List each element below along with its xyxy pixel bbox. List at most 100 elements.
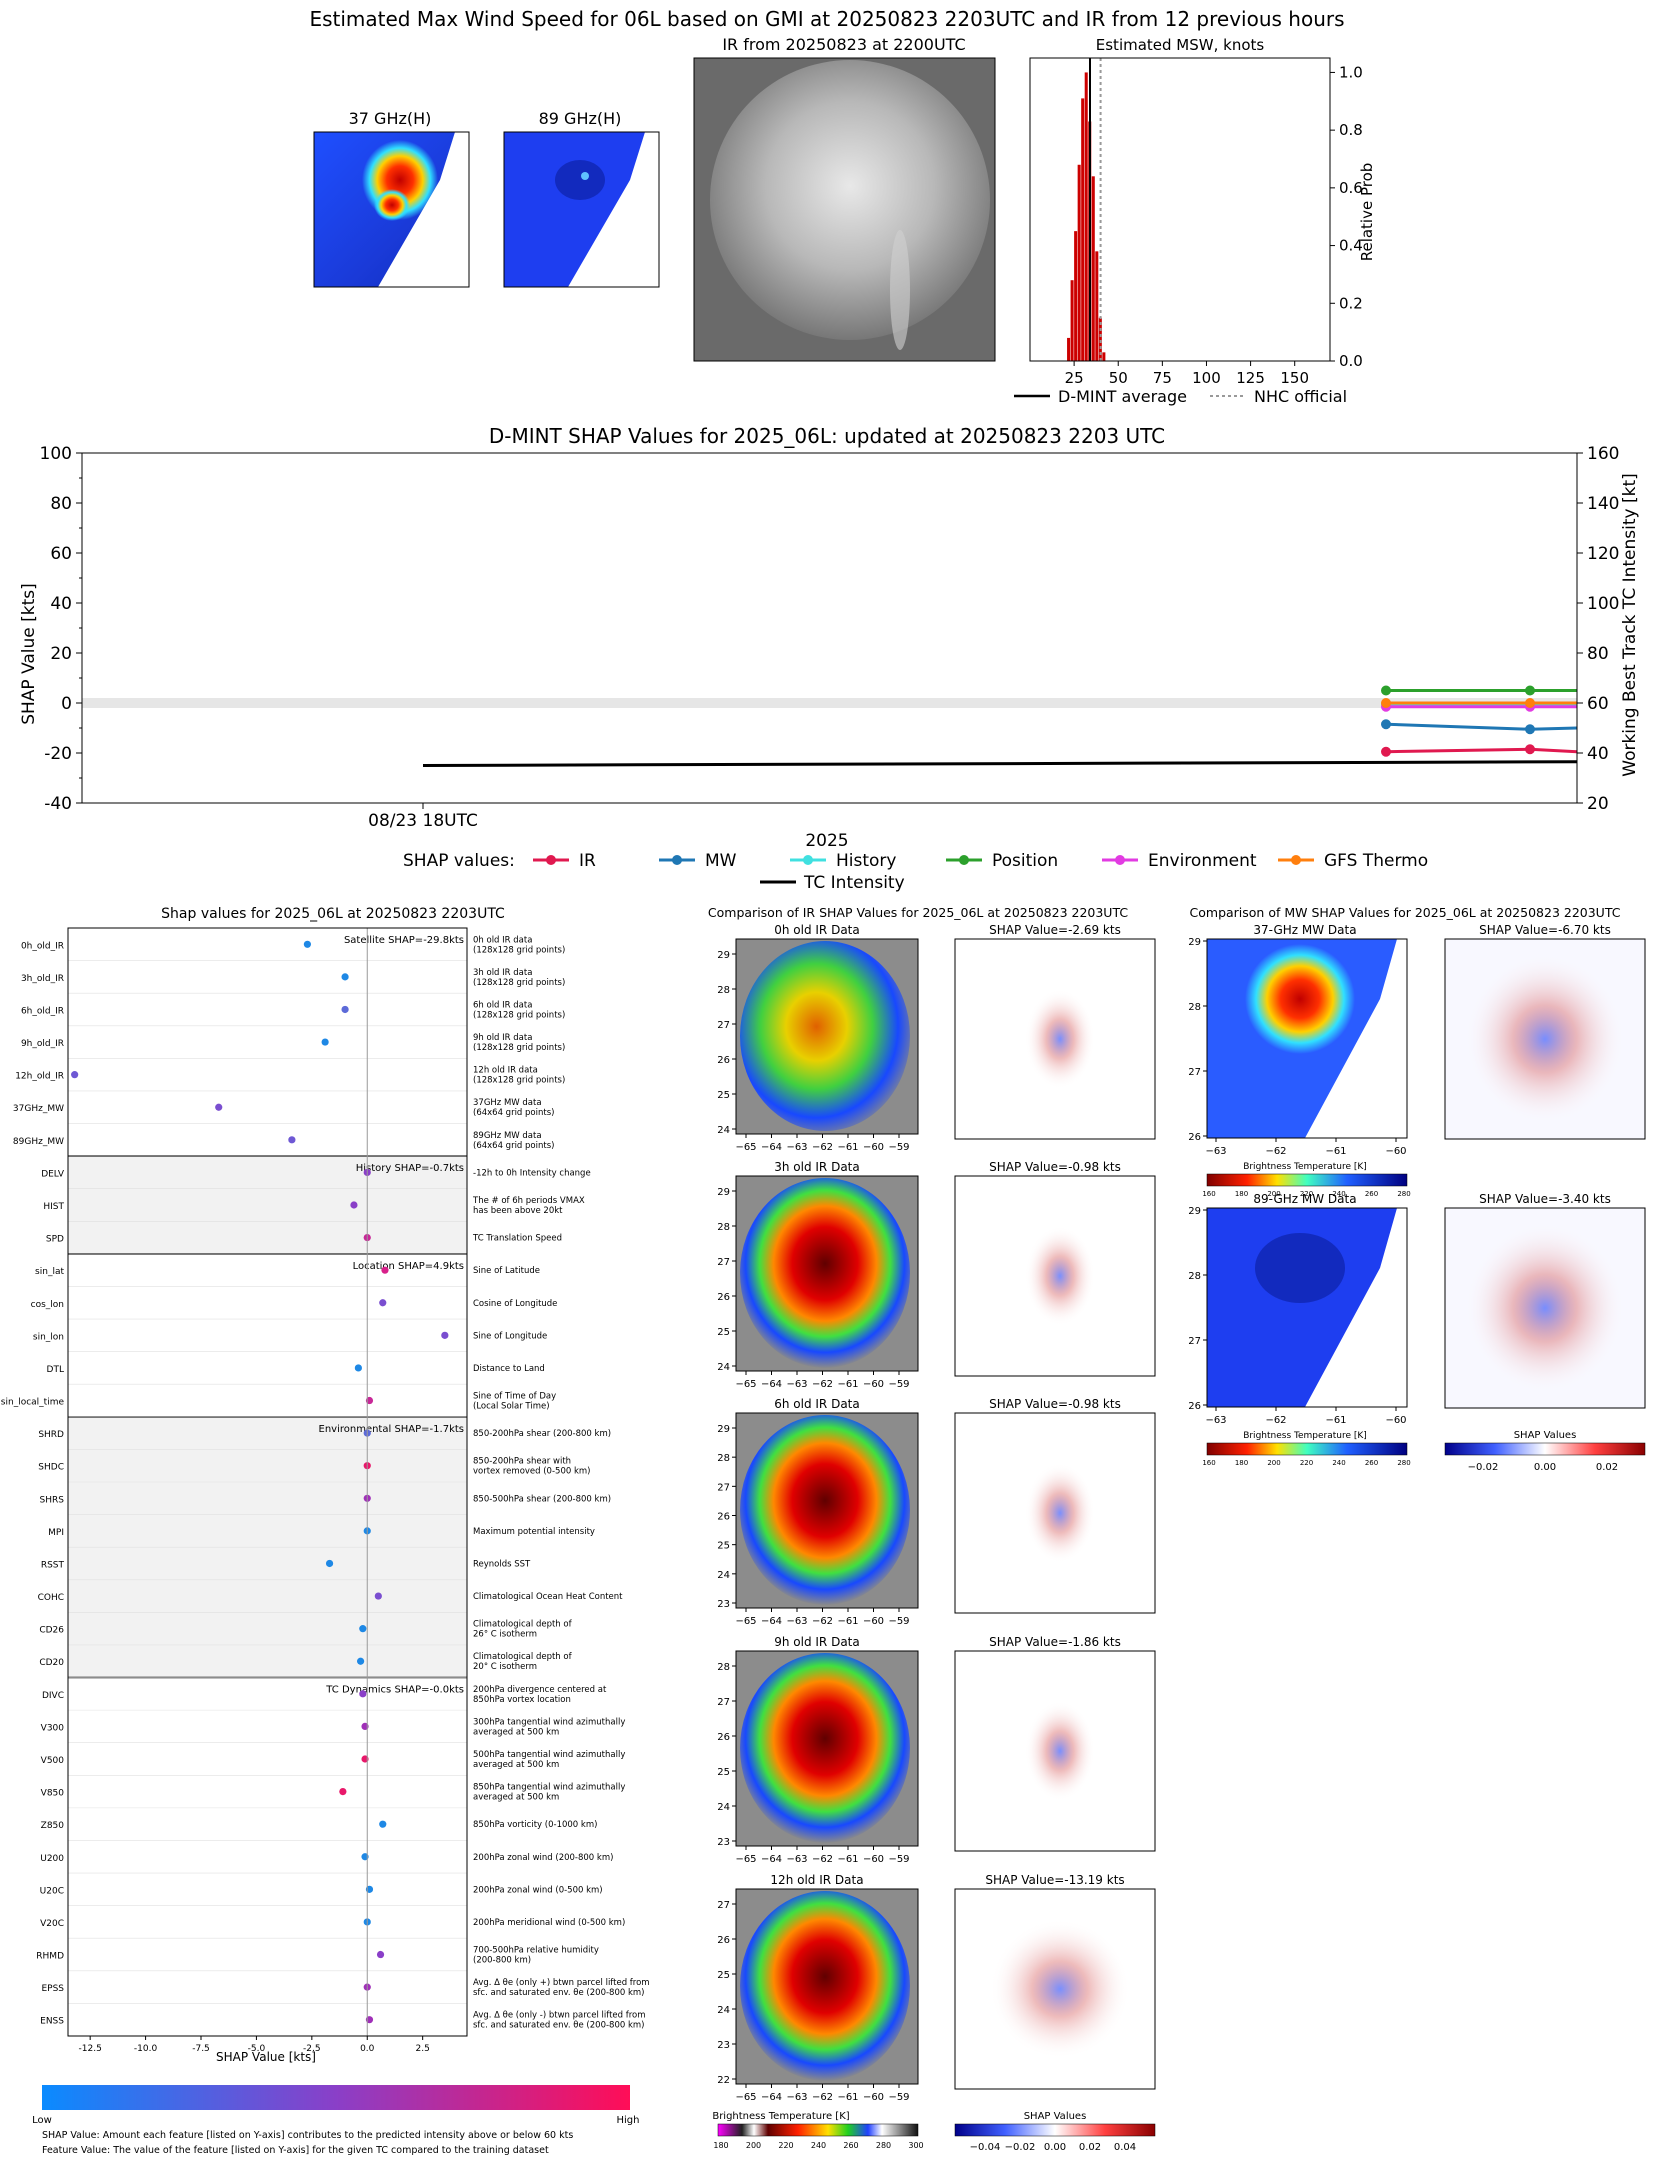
ir-shap-title: SHAP Value=-0.98 kts bbox=[989, 1160, 1121, 1174]
ir-image-title: 3h old IR Data bbox=[774, 1160, 860, 1174]
ir-ytick-label: 26 bbox=[717, 1935, 730, 1946]
ir-xtick-label: −64 bbox=[761, 2092, 782, 2103]
mw-shap-cb-tick: 0.02 bbox=[1596, 1462, 1618, 1473]
feature-desc: (128x128 grid points) bbox=[473, 945, 565, 955]
ir-shap-blob bbox=[990, 1919, 1130, 2059]
mw-cb-tick: 160 bbox=[1202, 1190, 1215, 1198]
ir-shap-frame bbox=[954, 1888, 1156, 2090]
feature-point bbox=[359, 1690, 367, 1698]
feature-shap-chart: Satellite SHAP=-29.8kts History SHAP=-0.7… bbox=[1, 927, 650, 2054]
mw-shap-frame bbox=[1444, 938, 1646, 1140]
mw-panel-title: Comparison of MW SHAP Values for 2025_06… bbox=[1190, 905, 1621, 920]
ts-ytick-label: -40 bbox=[44, 794, 72, 814]
ir-ytick-label: 23 bbox=[717, 1599, 730, 1610]
ir-colorbar: Brightness Temperature [K] 180 200 220 240 2… bbox=[712, 2111, 923, 2150]
feature-name: 9h_old_IR bbox=[21, 1039, 64, 1049]
mw-ytick-label: 28 bbox=[1188, 1002, 1201, 1013]
feature-desc: (128x128 grid points) bbox=[473, 1010, 565, 1020]
ir-rows: 0h old IR Data 29 28 27 26 25 24 −65 −64 −63 −62 −6… bbox=[717, 923, 1156, 2103]
mw-colorbar bbox=[1206, 1442, 1408, 1456]
msw-bar bbox=[1067, 337, 1071, 361]
feature-colorbar: Low High bbox=[32, 2085, 639, 2126]
ir-shap-blob bbox=[1025, 1463, 1095, 1563]
mw-xtick-label: −60 bbox=[1385, 1146, 1406, 1157]
ir-ytick-label: 23 bbox=[717, 1837, 730, 1848]
ir-xtick-label: −63 bbox=[786, 1142, 807, 1153]
ts-y2tick-label: 80 bbox=[1587, 644, 1609, 664]
msw-bar bbox=[1070, 280, 1074, 361]
ir-ytick-label: 23 bbox=[717, 2040, 730, 2051]
ir-xtick-label: −65 bbox=[735, 1379, 756, 1390]
mw-rows: 37-GHz MW Data 29 28 27 26 −63 −62 −61 −60 Bright… bbox=[1188, 923, 1646, 1473]
ir-ytick-label: 27 bbox=[717, 1697, 730, 1708]
feature-name: DELV bbox=[41, 1169, 65, 1179]
feature-desc: 37GHz MW data bbox=[473, 1098, 542, 1108]
feature-name: CD20 bbox=[39, 1658, 64, 1668]
feature-desc: 3h old IR data bbox=[473, 968, 532, 978]
msw-bar bbox=[1074, 231, 1078, 361]
mw-xtick-label: −61 bbox=[1325, 1146, 1346, 1157]
image-89ghz bbox=[503, 131, 660, 288]
series-point bbox=[1525, 685, 1535, 696]
feature-point bbox=[359, 1625, 367, 1633]
feature-xtick-label: 2.5 bbox=[416, 2044, 430, 2054]
ir-cb-tick: 240 bbox=[811, 2141, 826, 2150]
ir-xtick-label: −63 bbox=[786, 1379, 807, 1390]
feature-desc: vortex removed (0-500 km) bbox=[473, 1467, 590, 1477]
series-point bbox=[1525, 698, 1535, 708]
ir-xtick-label: −60 bbox=[863, 2092, 884, 2103]
feature-xlabel: SHAP Value [kts] bbox=[216, 2050, 316, 2064]
feature-name: V500 bbox=[41, 1756, 65, 1766]
ir-ytick-label: 26 bbox=[717, 1292, 730, 1303]
feature-desc: 200hPa meridional wind (0-500 km) bbox=[473, 1918, 625, 1928]
shap-timeseries: -40 -20 0 20 40 60 80 100 20 40 60 80 100 120 140 160 bbox=[40, 444, 1620, 814]
ts-xlabel: 2025 bbox=[805, 831, 848, 851]
image-37ghz bbox=[313, 131, 470, 288]
ir-shap-cb-tick: 0.04 bbox=[1114, 2142, 1136, 2153]
ts-legend: SHAP values: IR MW History Position Environm… bbox=[403, 851, 1428, 893]
footnote-2: Feature Value: The value of the feature … bbox=[42, 2145, 549, 2156]
feature-point bbox=[325, 1559, 334, 1568]
mw-xtick-label: −63 bbox=[1205, 1415, 1226, 1426]
group-band bbox=[68, 1156, 467, 1254]
legend-label: GFS Thermo bbox=[1324, 851, 1428, 871]
msw-ytick-label: 1.0 bbox=[1339, 63, 1363, 81]
ir-ytick-label: 28 bbox=[717, 1662, 730, 1673]
feature-point bbox=[341, 973, 349, 981]
legend-label: IR bbox=[579, 851, 596, 871]
shap-ts-title: D-MINT SHAP Values for 2025_06L: updated… bbox=[489, 424, 1165, 448]
ir-xtick-label: −63 bbox=[786, 1854, 807, 1865]
msw-xtick-label: 100 bbox=[1192, 369, 1221, 387]
feature-xtick-label: -7.5 bbox=[192, 2044, 210, 2054]
feature-name: Z850 bbox=[41, 1821, 65, 1831]
ir-xtick-label: −65 bbox=[735, 2092, 756, 2103]
feature-desc: Climatological depth of bbox=[473, 1620, 573, 1630]
ir-ytick-label: 25 bbox=[717, 1327, 730, 1338]
feature-name: COHC bbox=[38, 1593, 64, 1603]
feature-desc: Climatological Ocean Heat Content bbox=[473, 1592, 623, 1602]
feature-name: cos_lon bbox=[31, 1300, 64, 1310]
ir-xtick-label: −61 bbox=[837, 1379, 858, 1390]
legend-marker bbox=[546, 855, 556, 865]
ir-ytick-label: 29 bbox=[717, 1424, 730, 1435]
feature-name: V300 bbox=[41, 1723, 65, 1733]
ir-shap-colorbar: SHAP Values −0.04 −0.02 0.00 0.02 0.04 bbox=[954, 2111, 1156, 2153]
ts-ytick-label: 0 bbox=[61, 694, 72, 714]
ir-ytick-label: 25 bbox=[717, 1767, 730, 1778]
series-point bbox=[1525, 744, 1535, 755]
ir-image-storm bbox=[740, 1178, 910, 1368]
ir-ytick-label: 27 bbox=[717, 1482, 730, 1493]
ir-shap-blob bbox=[1025, 1701, 1095, 1801]
feature-name: EPSS bbox=[41, 1984, 64, 1994]
feature-name: MPI bbox=[48, 1528, 64, 1538]
ir-shap-frame bbox=[954, 1650, 1156, 1852]
msw-ytick-label: 0.4 bbox=[1339, 237, 1363, 255]
series-point bbox=[1381, 685, 1391, 696]
ir-ytick-label: 24 bbox=[717, 1125, 730, 1136]
ir-ytick-label: 27 bbox=[717, 1020, 730, 1031]
ir-shap-frame bbox=[954, 1175, 1156, 1377]
mw-shap-cb-tick: −0.02 bbox=[1468, 1462, 1499, 1473]
feature-desc: 6h old IR data bbox=[473, 1000, 532, 1010]
feature-point bbox=[350, 1201, 358, 1209]
feature-desc: Climatological depth of bbox=[473, 1652, 573, 1662]
